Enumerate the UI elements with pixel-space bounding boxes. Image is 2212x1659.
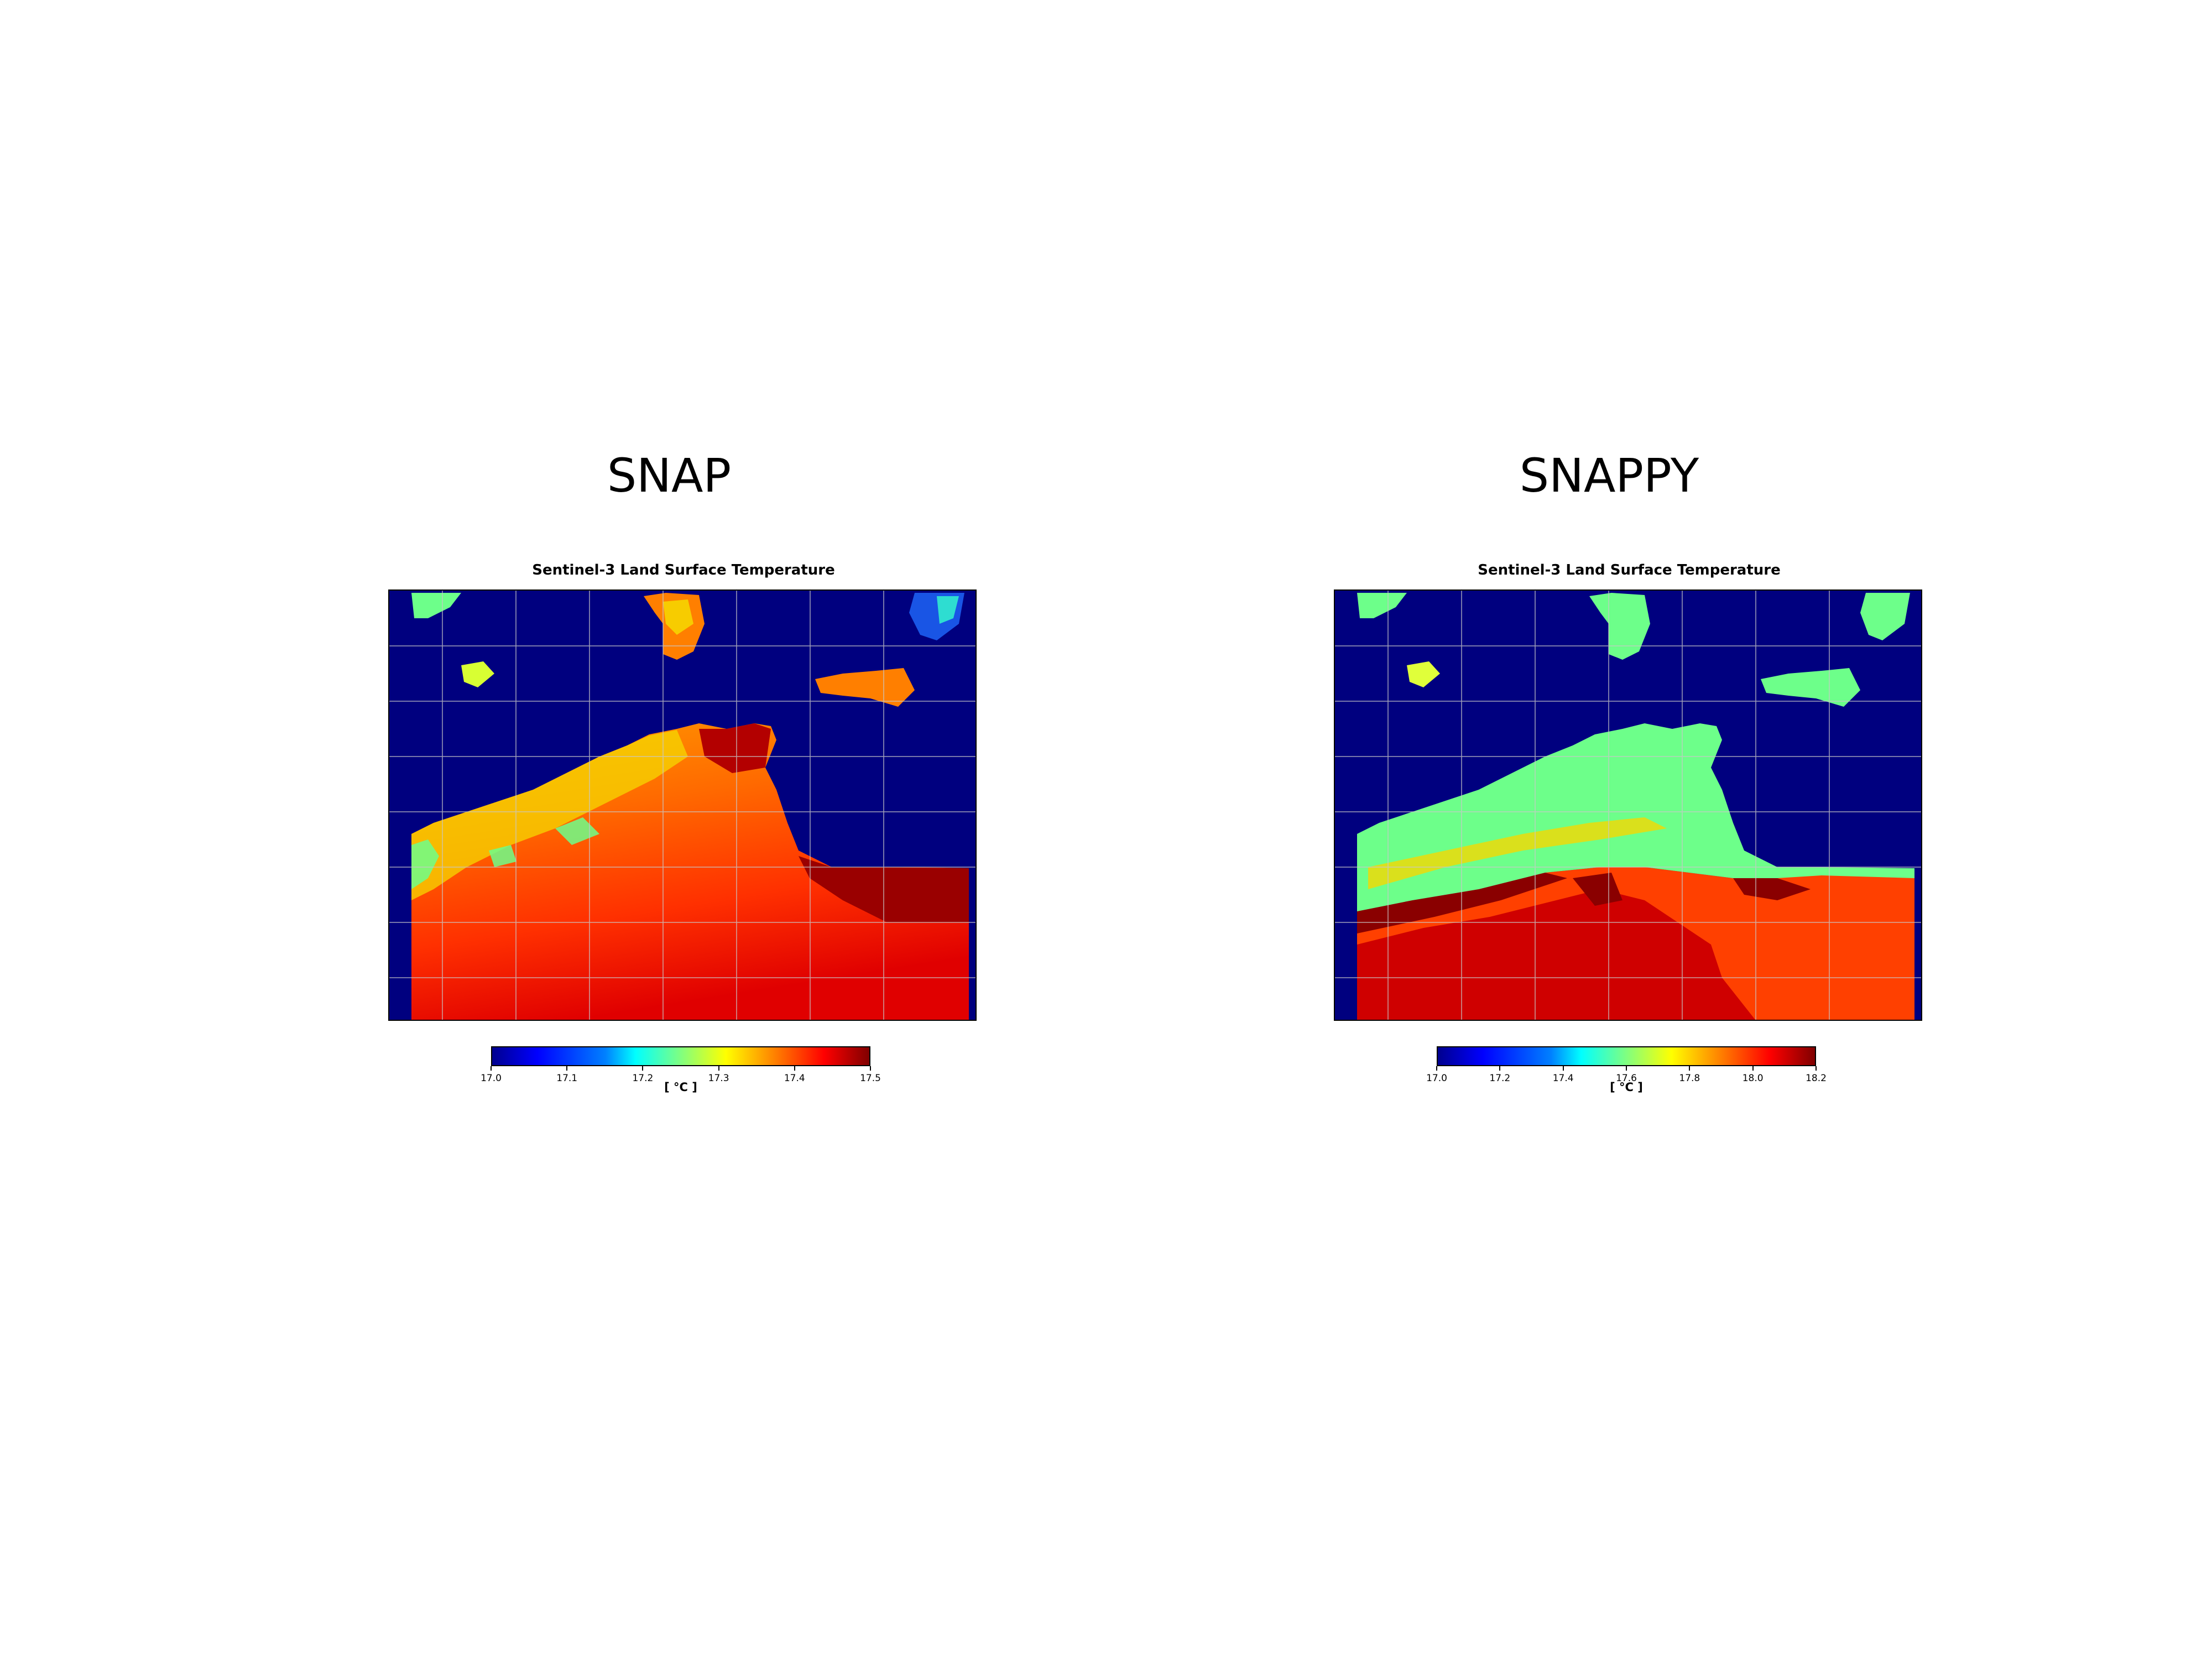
map-title-snap: Sentinel-3 Land Surface Temperature (532, 562, 835, 578)
colorbar-tick-label: 17.3 (708, 1073, 729, 1084)
colorbar-tick (642, 1066, 644, 1071)
sicily (1761, 668, 1860, 707)
colorbar-ticks-snappy: 17.0 17.2 17.4 17.6 17.8 18.0 18.2 (1426, 1066, 1827, 1088)
colorbar-tick-label: 17.6 (1616, 1073, 1637, 1084)
colorbar-tick-label: 17.8 (1679, 1073, 1700, 1084)
coastal-band (411, 730, 688, 900)
colorbar-tick-label: 18.0 (1742, 1073, 1764, 1084)
colorbar-ticks-snap: 17.0 17.1 17.2 17.3 17.4 17.5 (481, 1066, 881, 1088)
lst-map-snap-canvas (389, 591, 975, 1020)
colorbar-tick (1436, 1066, 1437, 1071)
green-patches (411, 817, 599, 889)
colorbar-tick-label: 17.2 (1489, 1073, 1511, 1084)
panel-heading-snap: SNAP (607, 448, 732, 503)
colorbar-tick (718, 1066, 719, 1071)
sardinia-highlight (663, 599, 693, 635)
colorbar-tick (1499, 1066, 1501, 1071)
colorbar-tick-label: 17.4 (1552, 1073, 1574, 1084)
colorbar-snappy (1437, 1046, 1816, 1066)
sardinia (1589, 593, 1650, 660)
colorbar-tick (794, 1066, 795, 1071)
map-title-snappy: Sentinel-3 Land Surface Temperature (1478, 562, 1781, 578)
colorbar-tick-label: 17.4 (784, 1073, 805, 1084)
colorbar-tick (1626, 1066, 1627, 1071)
gridlines (389, 591, 975, 1020)
colorbar-tick-label: 17.2 (632, 1073, 654, 1084)
interior-darkred (1357, 889, 1755, 1020)
colorbar-tick (491, 1066, 492, 1071)
colorbar-tick (1815, 1066, 1817, 1071)
balearic-islands (1407, 661, 1440, 687)
colorbar-tick-label: 18.2 (1806, 1073, 1827, 1084)
colorbar-tick-label: 17.0 (1426, 1073, 1447, 1084)
yellow-streaks (1368, 817, 1667, 889)
colorbar-unit-snappy: [ °C ] (1610, 1081, 1643, 1094)
darkred-strips (1357, 873, 1811, 933)
darkred-northeast (699, 723, 771, 773)
panel-heading-snappy: SNAPPY (1519, 448, 1699, 503)
colorbar-tick (870, 1066, 871, 1071)
lst-map-snap (388, 589, 977, 1021)
italy-tip-highlight (937, 596, 959, 624)
lst-map-snappy-canvas (1335, 591, 1921, 1020)
colorbar-tick-label: 17.5 (860, 1073, 881, 1084)
colorbar-tick (1562, 1066, 1564, 1071)
colorbar-tick (566, 1066, 568, 1071)
spain-coast (1357, 593, 1407, 618)
colorbar-tick-label: 17.0 (481, 1073, 502, 1084)
gridlines (1335, 591, 1921, 1020)
colorbar-tick-label: 17.1 (556, 1073, 578, 1084)
italy-tip (1860, 593, 1910, 640)
sicily (815, 668, 915, 707)
coastal-band (1357, 723, 1914, 911)
lst-map-snappy (1334, 589, 1922, 1021)
colorbar-snap (491, 1046, 870, 1066)
balearic-islands (461, 661, 494, 687)
colorbar-unit-snap: [ °C ] (664, 1081, 697, 1094)
colorbar-tick (1752, 1066, 1754, 1071)
colorbar-tick (1689, 1066, 1691, 1071)
spain-coast (411, 593, 461, 618)
